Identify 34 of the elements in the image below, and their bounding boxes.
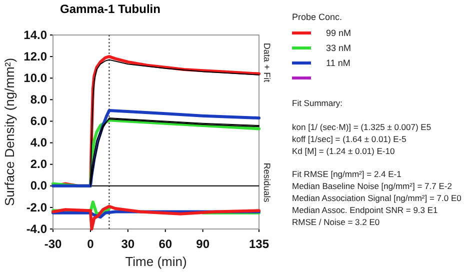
y-tick-label: -2.0 — [26, 200, 48, 214]
y-tick-label: 4.0 — [30, 136, 48, 150]
text: Fit Summary: — [292, 98, 343, 108]
y-tick-label: 10.0 — [24, 70, 48, 85]
y-tick-label: 0.0 — [30, 178, 48, 193]
x-tick-label: -30 — [44, 237, 62, 252]
legend-title: Probe Conc. — [292, 12, 342, 22]
legend-label: 11 nM — [326, 58, 350, 68]
legend-label: 99 nM — [326, 28, 352, 38]
text: RMSE / Noise = 3.2 E0 — [292, 217, 380, 227]
y-tick-label: 8.0 — [30, 92, 48, 107]
text: Median Association Signal [ng/mm²] = 7.0 E0 — [292, 193, 462, 203]
y-tick-label: -4.0 — [26, 222, 48, 236]
x-tick-label: 135 — [248, 237, 270, 252]
text: Kd [M] = (1.24 ± 0.01) E-10 — [292, 146, 395, 156]
x-tick-label: 90 — [196, 237, 210, 252]
text: Data + Fit — [262, 42, 272, 83]
y-axis-title: Surface Density (ng/mm²) — [2, 58, 17, 206]
legend-label: 33 nM — [326, 43, 352, 53]
x-tick-label: 60 — [158, 237, 172, 252]
text: Fit RMSE [ng/mm²] = 2.4 E-1 — [292, 169, 402, 179]
y-tick-label: 14.0 — [24, 28, 48, 42]
x-tick-label: 0 — [87, 237, 94, 252]
y-tick-label: 2.0 — [30, 157, 48, 172]
text: koff [1/sec] = (1.64 ± 0.01) E-5 — [292, 134, 407, 144]
x-axis-title: Time (min) — [125, 254, 187, 269]
chart-title: Gamma-1 Tubulin — [60, 2, 160, 16]
text: Median Baseline Noise [ng/mm²] = 7.7 E-2 — [292, 181, 452, 191]
y-tick-label: 6.0 — [30, 114, 48, 128]
text: kon [1/ (sec·M)] = (1.325 ± 0.007) E5 — [292, 122, 432, 132]
y-tick-label: 12.0 — [24, 49, 48, 64]
x-tick-label: 30 — [121, 237, 135, 252]
text: Residuals — [262, 162, 272, 203]
text: Median Assoc. Endpoint SNR = 9.3 E1 — [292, 205, 438, 215]
